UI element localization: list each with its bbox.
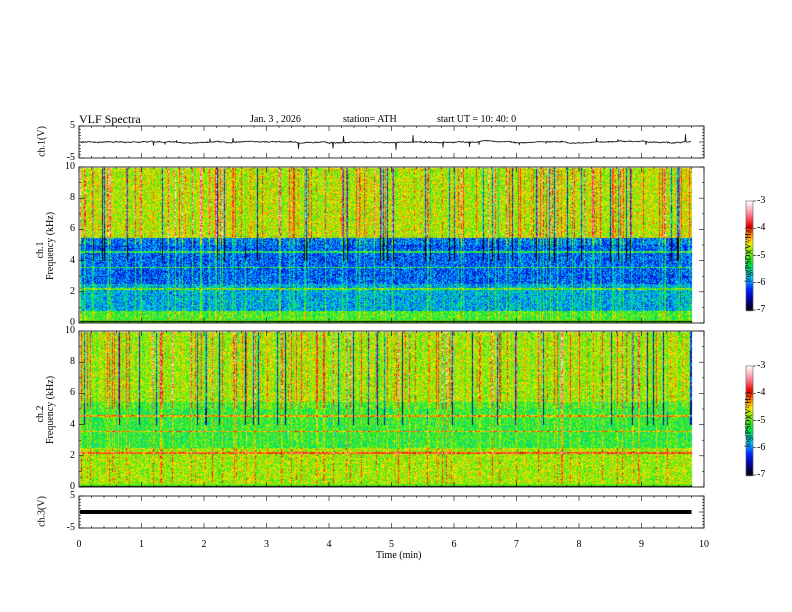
y-tick-label: 5 <box>70 490 75 501</box>
x-tick-label: 4 <box>326 539 332 550</box>
y-tick-label: 10 <box>65 325 75 336</box>
x-tick-label: 9 <box>639 539 644 550</box>
station-label: station= ATH <box>343 114 397 125</box>
x-tick-label: 5 <box>389 539 394 550</box>
y-tick-label: 8 <box>70 192 75 204</box>
colorbar-tick-label: -4 <box>757 387 766 399</box>
y-tick-label: 4 <box>70 254 75 266</box>
y-tick-label: 6 <box>70 223 75 235</box>
x-tick-label: 2 <box>201 539 207 550</box>
y-tick-label: 4 <box>70 418 75 430</box>
y-tick-label: 2 <box>70 449 75 461</box>
y-tick-label: 5 <box>70 120 75 131</box>
y-tick-label: -5 <box>66 522 75 533</box>
start-time-label: start UT = 10: 40: 0 <box>437 114 517 125</box>
x-tick-label: 10 <box>699 539 709 550</box>
s1-frame <box>78 166 705 324</box>
colorbar-tick-label: -5 <box>757 249 766 261</box>
frequency-label: Frequency (kHz) <box>45 211 56 280</box>
colorbar-tick-label: -5 <box>757 414 766 426</box>
colorbar-tick-label: -6 <box>757 441 766 453</box>
y-tick-label: 10 <box>65 161 75 172</box>
frequency-label: Frequency (kHz) <box>45 375 56 444</box>
x-tick-label: 6 <box>451 539 457 550</box>
w1-frame <box>78 125 705 159</box>
colorbar-tick-label: -7 <box>757 469 766 480</box>
y-tick-label: 8 <box>70 356 75 368</box>
colorbar1-label: log(PSD)(V²/Hz) <box>743 226 753 283</box>
y-tick-label: 2 <box>70 285 75 297</box>
date-label: Jan. 3 , 2026 <box>250 114 301 125</box>
x-tick-label: 7 <box>514 539 519 550</box>
x-tick-label: 1 <box>139 539 144 550</box>
s2-frame <box>78 330 705 488</box>
figure-title: VLF Spectra <box>79 112 141 126</box>
x-tick-label: 3 <box>264 539 269 550</box>
colorbar-tick-label: -7 <box>757 304 766 315</box>
colorbar-tick-label: -4 <box>757 222 766 234</box>
colorbar-tick-label: -3 <box>757 360 766 371</box>
y-tick-label: 6 <box>70 387 75 399</box>
x-tick-label: 8 <box>576 539 582 550</box>
x-tick-label: 0 <box>76 539 82 550</box>
ch1-waveform-line <box>79 134 692 151</box>
w3-frame <box>78 495 705 529</box>
colorbar-tick-label: -6 <box>757 276 766 288</box>
x-axis-label: Time (min) <box>376 550 422 561</box>
colorbar-tick-label: -3 <box>757 195 766 206</box>
colorbar2-label: log(PSD)(V²/Hz) <box>743 391 753 448</box>
